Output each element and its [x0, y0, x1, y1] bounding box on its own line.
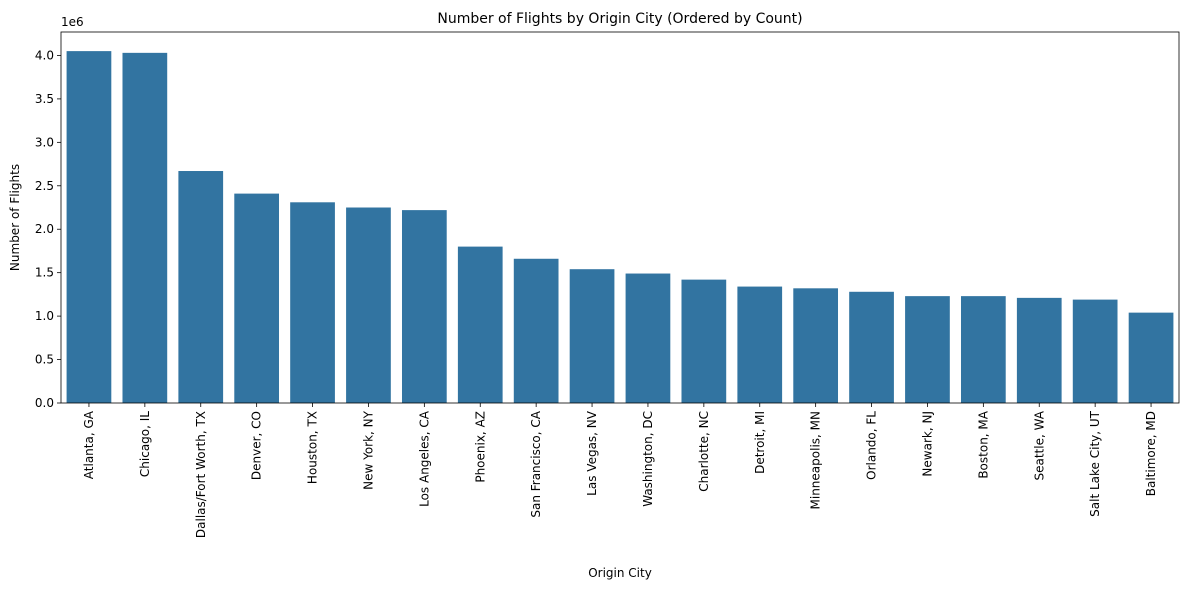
bar: [346, 207, 391, 403]
x-tick-label: Boston, MA: [976, 410, 990, 478]
bar: [401, 210, 447, 403]
y-tick-label: 3.0: [35, 135, 54, 149]
plot-frame: [60, 31, 1180, 404]
chart-title: Number of Flights by Origin City (Ordere…: [437, 11, 802, 27]
bar: [1016, 297, 1062, 403]
bar: [66, 51, 112, 404]
y-tick-label: 3.5: [35, 92, 54, 106]
y-axis-offset-label: 1e6: [61, 15, 84, 29]
x-tick-label: Dallas/Fort Worth, TX: [194, 411, 208, 538]
bar: [122, 52, 168, 404]
bar: [178, 171, 224, 403]
x-tick-label: Minneapolis, MN: [809, 411, 823, 509]
x-tick-label: Salt Lake City, UT: [1088, 410, 1102, 517]
y-tick-label: 1.0: [35, 309, 54, 323]
bar: [681, 279, 727, 403]
bar: [569, 269, 615, 403]
bar: [849, 291, 894, 403]
x-tick-label: Chicago, IL: [138, 411, 152, 477]
x-tick-label: Seattle, WA: [1032, 410, 1046, 480]
bar: [290, 202, 335, 403]
bar: [793, 288, 839, 403]
x-tick-label: Baltimore, MD: [1144, 411, 1158, 496]
y-tick-label: 2.5: [35, 179, 54, 193]
bar: [1072, 299, 1118, 403]
x-tick-label: San Francisco, CA: [529, 410, 543, 517]
y-axis-ticks: 0.0 0.5 1.0 1.5 2.0 2.5 3.0 3.5 4.0: [35, 48, 61, 410]
x-tick-label: Las Vegas, NV: [585, 410, 599, 496]
bar: [737, 286, 783, 403]
x-axis-ticks: Atlanta, GA Chicago, IL Dallas/Fort Worth,…: [82, 403, 1158, 538]
x-tick-label: Washington, DC: [641, 411, 655, 507]
x-tick-label: Detroit, MI: [753, 411, 767, 474]
x-tick-label: Charlotte, NC: [697, 411, 711, 492]
x-tick-label: Denver, CO: [250, 411, 264, 480]
x-axis-title: Origin City: [588, 566, 652, 580]
x-tick-label: Phoenix, AZ: [473, 411, 487, 483]
bar: [625, 273, 671, 403]
y-axis-title: Number of Flights: [8, 164, 22, 271]
bar: [1128, 312, 1174, 403]
x-tick-label: New York, NY: [361, 410, 375, 490]
y-tick-label: 1.5: [35, 266, 54, 280]
bar: [960, 296, 1006, 403]
y-tick-label: 0.0: [35, 396, 54, 410]
y-tick-label: 2.0: [35, 222, 54, 236]
bar: [513, 258, 559, 403]
bar: [234, 193, 280, 403]
x-tick-label: Houston, TX: [306, 411, 320, 484]
bar: [905, 296, 950, 403]
x-tick-label: Orlando, FL: [865, 411, 879, 480]
y-tick-label: 0.5: [35, 353, 54, 367]
x-tick-label: Los Angeles, CA: [417, 410, 431, 507]
x-tick-label: Newark, NJ: [920, 411, 934, 477]
x-tick-label: Atlanta, GA: [82, 410, 96, 479]
bars-group: [66, 51, 1174, 404]
y-tick-label: 4.0: [35, 48, 54, 62]
bar: [457, 246, 503, 403]
